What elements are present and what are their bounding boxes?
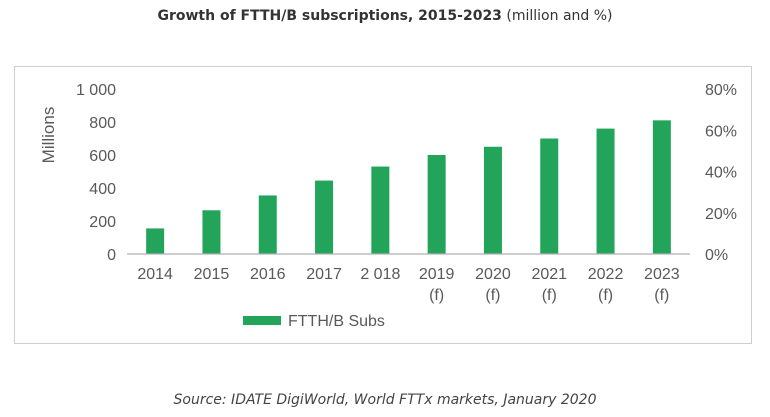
legend-label: FTTH/B Subs [288, 313, 385, 330]
bar-2016 [258, 195, 277, 254]
x-tick-label: 2014 [137, 266, 173, 283]
y-tick-label: 600 [89, 148, 116, 165]
x-tick-label: 2022 [588, 266, 624, 283]
bar-2021 [540, 138, 559, 254]
x-tick-label-forecast: (f) [654, 287, 669, 304]
caption-title-unit: (million and %) [506, 8, 613, 24]
legend-swatch [243, 316, 281, 325]
x-tick-label-forecast: (f) [598, 287, 613, 304]
y2-tick-label: 20% [705, 206, 737, 223]
x-tick-label: 2019 [419, 266, 455, 283]
y-tick-label: 200 [89, 214, 116, 231]
x-tick-label: 2015 [194, 266, 230, 283]
x-tick-label: 2020 [475, 266, 511, 283]
x-tick-label: 2023 [644, 266, 680, 283]
bar-2019 [427, 155, 446, 254]
bar-2014 [146, 228, 165, 254]
y-tick-label: 400 [89, 181, 116, 198]
bar-2017 [315, 180, 334, 254]
caption-title-bold: Growth of FTTH/B subscriptions, 2015-202… [157, 8, 502, 24]
bar-2015 [202, 210, 221, 254]
y2-tick-label: 60% [705, 123, 737, 140]
x-tick-label-forecast: (f) [485, 287, 500, 304]
y2-tick-label: 0% [705, 247, 728, 264]
y-tick-label: 800 [89, 115, 116, 132]
bar-2023 [652, 120, 671, 254]
bar-2018 [371, 166, 390, 254]
x-tick-label: 2017 [306, 266, 342, 283]
x-tick-label: 2 018 [360, 266, 400, 283]
x-tick-label: 2021 [531, 266, 567, 283]
x-tick-label-forecast: (f) [429, 287, 444, 304]
x-tick-label: 2016 [250, 266, 286, 283]
y-tick-label: 1 000 [76, 82, 116, 99]
chart-frame [14, 66, 752, 344]
source-note: Source: IDATE DigiWorld, World FTTx mark… [173, 392, 597, 408]
y2-tick-label: 40% [705, 165, 737, 182]
bar-2020 [483, 146, 502, 254]
bar-2022 [596, 128, 615, 254]
y2-tick-label: 80% [705, 82, 737, 99]
x-tick-label-forecast: (f) [542, 287, 557, 304]
chart-caption: Growth of FTTH/B subscriptions, 2015-202… [0, 8, 770, 24]
y-axis-label: Millions [39, 107, 58, 164]
y-tick-label: 0 [107, 247, 116, 264]
